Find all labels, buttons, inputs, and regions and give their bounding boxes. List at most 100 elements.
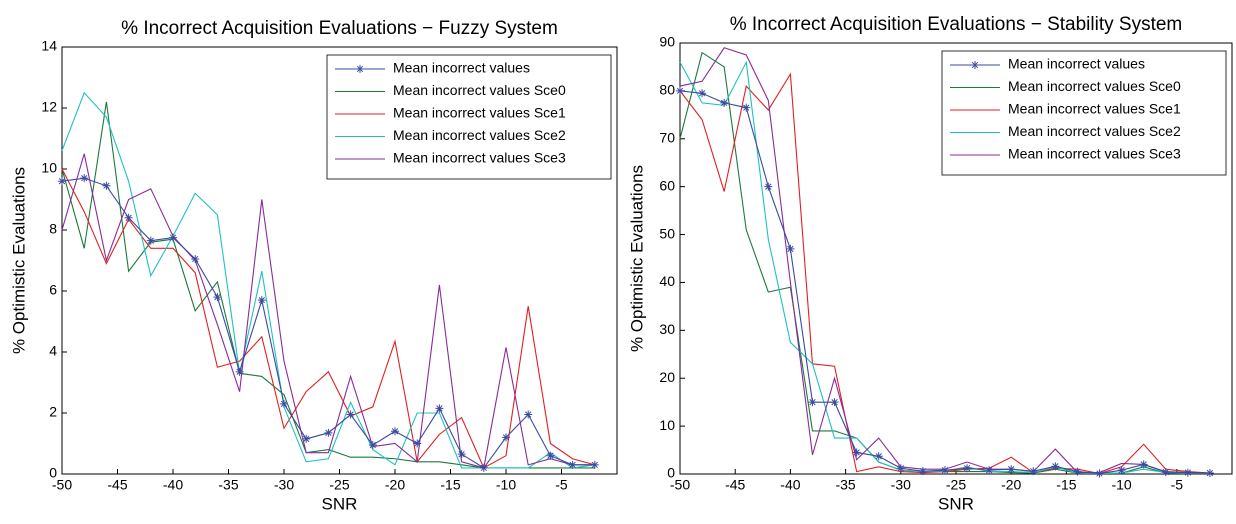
point-marker: [1073, 467, 1082, 476]
legend-label: Mean incorrect values Sce2: [1008, 123, 1181, 139]
point-marker: [146, 236, 155, 245]
x-tick-label: -15: [1056, 477, 1076, 493]
y-tick-label: 10: [41, 160, 57, 176]
legend-label: Mean incorrect values Sce0: [1008, 78, 1181, 94]
point-marker: [413, 439, 422, 448]
legend-marker: [356, 65, 364, 73]
point-marker: [808, 398, 817, 407]
point-marker: [169, 233, 177, 242]
point-marker: [502, 433, 510, 442]
legend-label: Mean incorrect values Sce0: [393, 82, 566, 98]
x-axis-label: SNR: [322, 494, 358, 513]
point-marker: [124, 213, 133, 222]
x-tick-label: -50: [52, 477, 72, 493]
point-marker: [830, 398, 839, 407]
series-line: [61, 168, 595, 469]
y-tick-label: 90: [659, 34, 675, 50]
point-marker: [1161, 468, 1170, 477]
x-axis-label: SNR: [938, 494, 974, 513]
legend-label: Mean incorrect values Sce1: [1008, 101, 1181, 117]
point-marker: [235, 367, 244, 376]
point-marker: [457, 450, 466, 459]
point-marker: [874, 452, 883, 461]
x-tick-label: -15: [440, 477, 460, 493]
x-tick-label: -35: [218, 477, 238, 493]
y-tick-label: 12: [41, 99, 57, 115]
x-tick-label: -20: [1001, 477, 1021, 493]
point-marker: [896, 464, 905, 473]
legend-marker: [971, 61, 979, 69]
point-marker: [302, 434, 311, 443]
point-marker: [742, 103, 751, 112]
point-marker: [191, 254, 200, 263]
legend-box: [941, 50, 1227, 176]
y-tick-label: 0: [667, 465, 675, 481]
y-tick-label: 6: [49, 282, 57, 298]
point-marker: [1139, 460, 1148, 469]
point-marker: [764, 182, 773, 191]
y-tick-label: 0: [49, 465, 57, 481]
point-marker: [524, 410, 533, 419]
point-marker: [1183, 468, 1192, 477]
x-tick-label: -40: [163, 477, 183, 493]
point-marker: [546, 451, 555, 460]
point-marker: [590, 460, 599, 469]
chart: -50 -45 -40 -35 -30 -25 -20 -15 -10 -501020304050…: [627, 14, 1233, 513]
point-marker: [257, 296, 266, 305]
point-marker: [213, 293, 222, 302]
point-marker: [1029, 467, 1038, 476]
legend-label: Mean incorrect values Sce3: [393, 150, 566, 166]
point-marker: [568, 460, 577, 469]
x-tick-label: -35: [835, 477, 855, 493]
x-tick-label: -50: [670, 477, 690, 493]
y-tick-label: 14: [41, 38, 57, 54]
legend-label: Mean incorrect values: [1008, 56, 1145, 72]
legend-label: Mean incorrect values: [393, 60, 530, 76]
y-tick-label: 50: [659, 225, 675, 241]
point-marker: [985, 466, 994, 475]
x-tick-label: -10: [496, 477, 516, 493]
point-marker: [1007, 465, 1016, 474]
point-marker: [676, 86, 684, 95]
y-tick-label: 8: [49, 221, 57, 237]
point-marker: [479, 463, 488, 472]
y-axis-label: % Optimistic Evaluations: [9, 167, 28, 354]
x-tick-label: -45: [725, 477, 745, 493]
x-tick-label: -45: [107, 477, 127, 493]
legend-box: [326, 54, 612, 180]
legend-label: Mean incorrect values Sce1: [393, 105, 566, 121]
point-marker: [1117, 466, 1126, 475]
x-tick-label: -20: [385, 477, 405, 493]
chart-title: % Incorrect Acquisition Evaluations − St…: [730, 14, 1183, 35]
y-tick-label: 60: [659, 177, 675, 193]
point-marker: [1051, 462, 1060, 471]
x-tick-label: -30: [274, 477, 294, 493]
point-marker: [280, 399, 288, 408]
point-marker: [1205, 469, 1214, 478]
point-marker: [368, 441, 377, 450]
y-tick-label: 4: [49, 343, 57, 359]
point-marker: [786, 244, 795, 253]
point-marker: [918, 467, 927, 476]
point-marker: [80, 174, 89, 183]
x-tick-label: -40: [780, 477, 800, 493]
point-marker: [720, 98, 729, 107]
y-tick-label: 10: [659, 417, 675, 433]
legend-label: Mean incorrect values Sce2: [393, 127, 566, 143]
point-marker: [1095, 469, 1104, 478]
point-marker: [346, 410, 355, 419]
y-tick-label: 30: [659, 321, 675, 337]
series-line: [61, 153, 595, 469]
x-tick-label: -25: [329, 477, 349, 493]
x-tick-label: -5: [1171, 477, 1184, 493]
x-tick-label: -30: [891, 477, 911, 493]
point-marker: [435, 404, 444, 413]
y-tick-label: 40: [659, 273, 675, 289]
point-marker: [391, 427, 399, 436]
series-line: [61, 91, 595, 469]
x-tick-label: -25: [946, 477, 966, 493]
point-marker: [852, 448, 861, 457]
y-tick-label: 70: [659, 129, 675, 145]
y-tick-label: 80: [659, 82, 675, 98]
point-marker: [324, 428, 333, 437]
